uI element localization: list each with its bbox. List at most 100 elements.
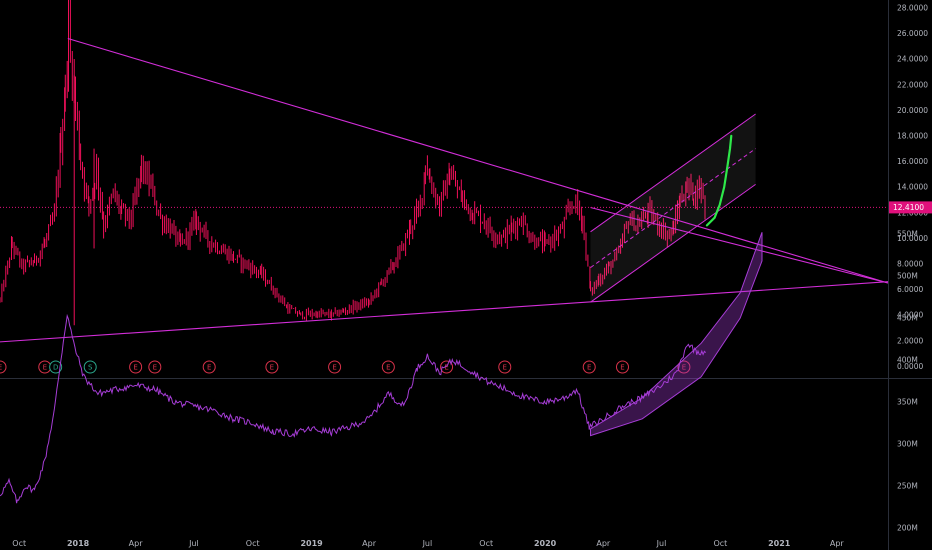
price-axis-tick-label: 24.0000 [897, 55, 928, 64]
event-circle [582, 360, 596, 374]
event-label: E [153, 364, 157, 372]
event-earnings-icon[interactable]: E [440, 360, 454, 374]
indicator-axis-tick-label: 300M [897, 440, 918, 449]
time-axis-tick-label: Apr [362, 539, 377, 548]
time-axis-tick-label: Jul [188, 539, 199, 548]
event-dividend-icon[interactable]: D [49, 360, 63, 374]
event-label: E [133, 364, 137, 372]
time-axis-tick-label: Oct [246, 539, 260, 548]
event-label: E [620, 364, 624, 372]
time-axis-tick-label: Jul [656, 539, 667, 548]
indicator-axis-tick-label: 350M [897, 398, 918, 407]
event-label: E [332, 364, 336, 372]
event-earnings-icon[interactable]: E [0, 360, 7, 374]
price-axis-tick-label: 0.0000 [897, 362, 923, 371]
event-circle [328, 360, 342, 374]
time-axis-tick-label: Oct [713, 539, 727, 548]
event-earnings-icon[interactable]: E [148, 360, 162, 374]
event-label: E [43, 364, 47, 372]
price-axis-tick-label: 4.0000 [897, 311, 923, 320]
indicator-pane [0, 232, 763, 504]
time-axis-tick-label: 2020 [534, 539, 557, 548]
event-circle [677, 360, 691, 374]
event-label: E [386, 364, 390, 372]
time-axis-tick-label: 2018 [67, 539, 90, 548]
price-axis-tick-label: 10.0000 [897, 234, 928, 243]
price-pane: EEDSEEEEEEEEEEE [0, 0, 889, 374]
time-axis-tick-label: Oct [479, 539, 493, 548]
time-axis-tick-label: Jul [422, 539, 433, 548]
upper-resistance-trendline[interactable] [590, 206, 889, 284]
event-markers: EEDSEEEEEEEEEEE [0, 360, 691, 374]
indicator-line[interactable] [0, 313, 707, 504]
event-circle [381, 360, 395, 374]
price-axis-tick-label: 18.0000 [897, 132, 928, 141]
time-axis-tick-label: Oct [12, 539, 26, 548]
price-axis-tick-label: 28.0000 [897, 4, 928, 13]
descending-resistance-trendline[interactable] [67, 37, 889, 284]
event-earnings-icon[interactable]: E [677, 360, 691, 374]
indicator-axis-tick-label: 250M [897, 482, 918, 491]
price-drawings [0, 37, 889, 343]
indicator-axis-tick-label: 200M [897, 524, 918, 533]
indicator-curved-band[interactable] [590, 232, 763, 437]
time-axis-tick-label: 2021 [768, 539, 791, 548]
event-label: E [503, 364, 507, 372]
price-axis-tick-label: 6.0000 [897, 285, 923, 294]
price-axis-tick-label: 8.0000 [897, 260, 923, 269]
price-axis-tick-label: 16.0000 [897, 157, 928, 166]
event-circle [498, 360, 512, 374]
price-axis-tick-label: 14.0000 [897, 183, 928, 192]
event-split-icon[interactable]: S [83, 360, 97, 374]
price-axis-tick-label: 26.0000 [897, 29, 928, 38]
event-label: D [53, 364, 58, 372]
time-axis-tick-label: Apr [129, 539, 144, 548]
price-candles [0, 0, 706, 326]
event-circle [615, 360, 629, 374]
last-price-label-text: 12.4100 [893, 203, 924, 212]
event-label: E [270, 364, 274, 372]
event-circle [202, 360, 216, 374]
time-axis[interactable]: Oct 2018 Apr Jul Oct 2019 Apr Jul Oct 2020 Apr Jul O… [12, 539, 844, 548]
last-price-label: 12.4100 [889, 201, 932, 214]
event-earnings-icon[interactable]: E [328, 360, 342, 374]
time-axis-tick-label: Apr [830, 539, 845, 548]
event-label: E [207, 364, 211, 372]
indicator-axis[interactable]: 200M 250M 300M 350M 400M 450M 500M 550M [897, 230, 918, 533]
event-earnings-icon[interactable]: E [498, 360, 512, 374]
event-label: E [0, 364, 2, 372]
price-axis-tick-label: 2.0000 [897, 336, 923, 345]
indicator-axis-tick-label: 400M [897, 356, 918, 365]
price-axis-tick-label: 20.0000 [897, 106, 928, 115]
event-circle [0, 360, 7, 374]
event-earnings-icon[interactable]: E [202, 360, 216, 374]
event-label: E [444, 364, 448, 372]
indicator-axis-tick-label: 450M [897, 314, 918, 323]
price-axis-tick-label: 22.0000 [897, 80, 928, 89]
event-label: E [587, 364, 591, 372]
event-earnings-icon[interactable]: E [38, 360, 52, 374]
event-label: S [88, 364, 93, 372]
event-circle [440, 360, 454, 374]
event-earnings-icon[interactable]: E [265, 360, 279, 374]
event-earnings-icon[interactable]: E [129, 360, 143, 374]
ascending-support-trendline[interactable] [0, 281, 889, 343]
event-circle [49, 360, 63, 374]
indicator-axis-tick-label: 550M [897, 230, 918, 239]
channel-lower-line[interactable] [590, 183, 756, 303]
event-earnings-icon[interactable]: E [582, 360, 596, 374]
event-circle [83, 360, 97, 374]
indicator-axis-tick-label: 500M [897, 272, 918, 281]
event-earnings-icon[interactable]: E [615, 360, 629, 374]
last-price-label-bg [889, 201, 932, 214]
time-axis-tick-label: Apr [596, 539, 611, 548]
channel-upper-line[interactable] [590, 113, 756, 233]
event-earnings-icon[interactable]: E [381, 360, 395, 374]
event-circle [148, 360, 162, 374]
event-circle [129, 360, 143, 374]
event-circle [265, 360, 279, 374]
projection-curve[interactable] [705, 134, 733, 227]
time-axis-tick-label: 2019 [300, 539, 323, 548]
